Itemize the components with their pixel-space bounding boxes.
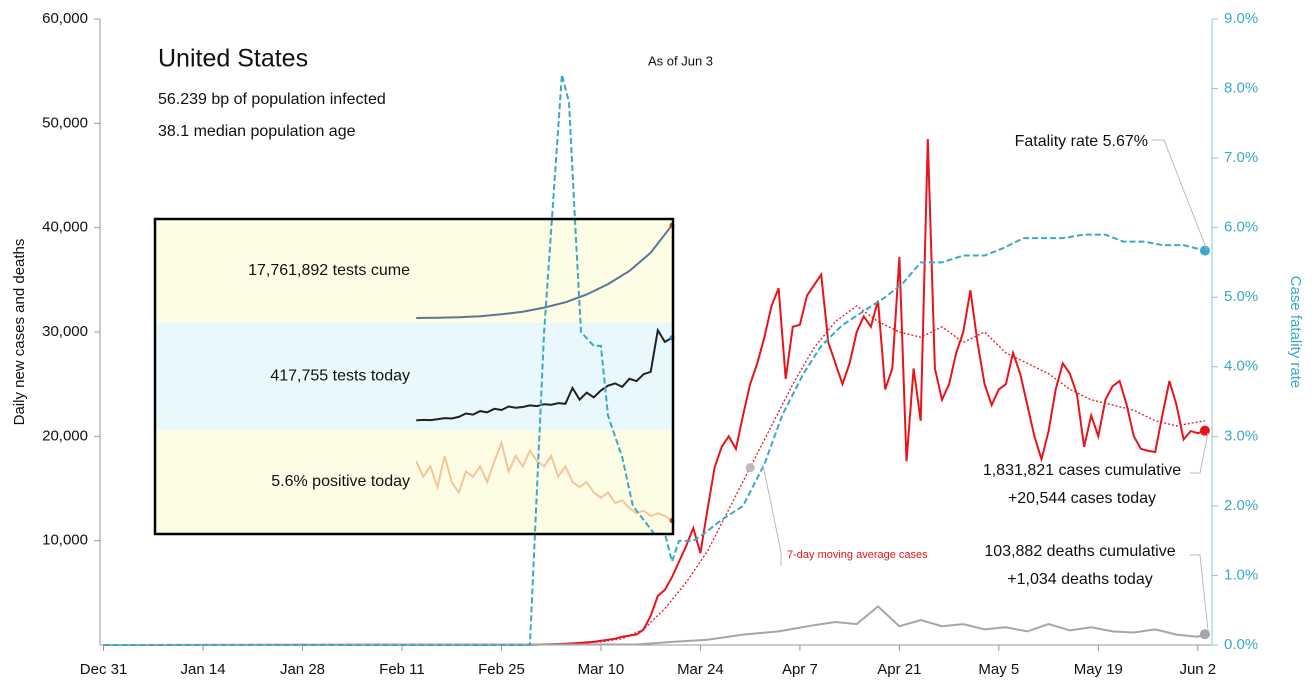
leader-line [1190,432,1209,474]
y2-tick-label: 3.0% [1224,427,1258,444]
inset-band [155,323,673,430]
chart-title: United States [158,45,308,73]
y2-tick-label: 1.0% [1224,566,1258,583]
x-tick-label: Mar 10 [578,661,625,678]
annotation: Fatality rate 5.67% [1015,133,1148,150]
y2-tick-label: 9.0% [1224,10,1258,27]
x-tick-label: Dec 31 [80,661,128,678]
subtitle: 56.239 bp of population infected [158,91,386,108]
y2-tick-label: 6.0% [1224,219,1258,236]
y2-tick-label: 0.0% [1224,636,1258,653]
annotation: 7-day moving average cases [787,549,928,561]
x-tick-label: May 19 [1074,661,1123,678]
x-tick-label: Jun 2 [1179,661,1216,678]
y-tick-label: 50,000 [42,114,88,131]
y2-tick-label: 8.0% [1224,80,1258,97]
series-line [103,605,1206,646]
series-line [103,74,1206,646]
y2-tick-label: 5.0% [1224,288,1258,305]
y-axis-label: Daily new cases and deaths [11,239,28,426]
inset-label: 417,755 tests today [270,368,410,385]
y2-tick-label: 7.0% [1224,149,1258,166]
inset-label: 17,761,892 tests cume [248,262,410,279]
end-point [1199,629,1210,640]
y2-tick-label: 4.0% [1224,358,1258,375]
y2-tick-label: 2.0% [1224,497,1258,514]
leader-line [762,464,782,566]
end-point [1199,245,1210,256]
y-tick-label: 20,000 [42,427,88,444]
annotation-point [745,463,755,473]
inset-label: 5.6% positive today [271,473,410,490]
y-tick-label: 60,000 [42,10,88,27]
as-of: As of Jun 3 [648,53,713,68]
lines [103,74,1210,646]
leader-line [1190,554,1209,631]
y-tick-label: 30,000 [42,323,88,340]
x-tick-label: May 5 [978,661,1019,678]
annotation: 103,882 deaths cumulative [984,543,1175,560]
axes: Dec 31 Jan 14 Jan 28 Feb 11 Feb 25 Mar 10 Mar … [42,10,1258,678]
inset: 17,761,892 tests cume 417,755 tests today… [155,219,675,534]
y-tick-label: 10,000 [42,532,88,549]
y2-axis-label: Case fatality rate [1287,276,1304,389]
inset-line [416,327,673,422]
end-point [1199,425,1210,436]
x-tick-label: Feb 11 [379,661,425,678]
x-tick-label: Apr 7 [782,661,818,678]
inset-band [155,430,673,534]
subtitle: 38.1 median population age [158,123,356,140]
annotation: 1,831,821 cases cumulative [983,462,1181,479]
x-tick-label: Feb 25 [478,661,525,678]
inset-line [416,224,673,319]
inset-band [155,219,673,323]
x-tick-label: Mar 24 [677,661,724,678]
leader-line [1152,139,1208,251]
annotation: +1,034 deaths today [1007,571,1152,588]
y-tick-label: 40,000 [42,219,88,236]
series-line [103,138,1206,646]
x-tick-label: Jan 28 [280,661,325,678]
inset-line [415,439,673,522]
inset-frame [153,217,675,536]
x-tick-label: Jan 14 [181,661,226,678]
x-tick-label: Apr 21 [877,661,921,678]
annotation: +20,544 cases today [1008,490,1156,507]
